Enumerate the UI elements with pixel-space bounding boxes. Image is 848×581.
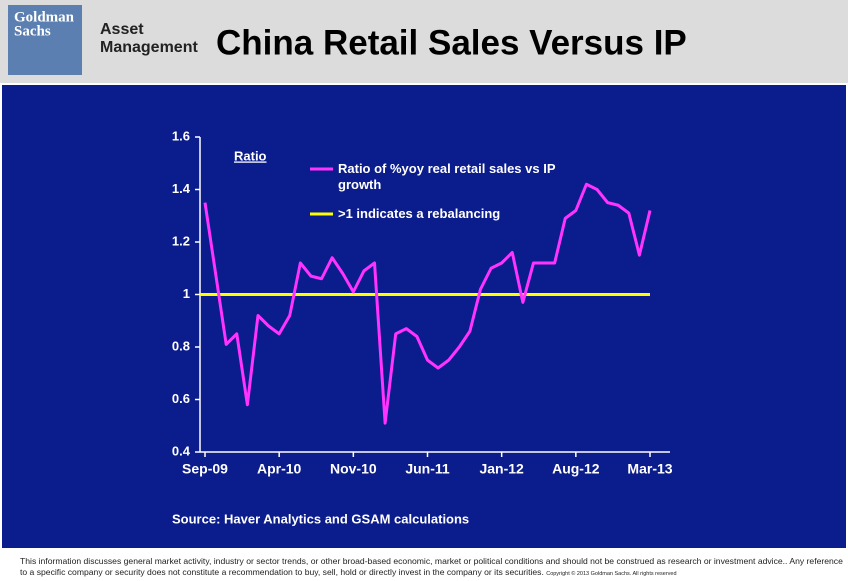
copyright: Copyright © 2013 Goldman Sachs. All righ… — [546, 571, 677, 577]
y-label: Ratio — [234, 148, 267, 163]
disclaimer: This information discusses general marke… — [20, 556, 843, 577]
y-tick-label: 0.8 — [172, 338, 190, 353]
footer: This information discusses general marke… — [20, 556, 846, 580]
y-tick-label: 0.6 — [172, 391, 190, 406]
x-tick-label: Apr-10 — [257, 461, 302, 477]
logo-text: Goldman — [14, 9, 75, 25]
chart-title: China Retail Sales Versus IP — [216, 23, 687, 62]
x-tick-label: Aug-12 — [552, 461, 600, 477]
x-tick-label: Sep-09 — [182, 461, 228, 477]
logo-text: Sachs — [14, 23, 51, 39]
legend-label: Ratio of %yoy real retail sales vs IP gr… — [338, 161, 556, 192]
x-tick-label: Jun-11 — [405, 461, 450, 477]
logo-box — [8, 5, 82, 75]
panel — [2, 85, 846, 548]
y-tick-label: 1.6 — [172, 128, 190, 143]
division: Management — [100, 39, 198, 56]
x-tick-label: Nov-10 — [330, 461, 377, 477]
y-tick-label: 1 — [183, 286, 190, 301]
legend-label: >1 indicates a rebalancing — [338, 206, 501, 221]
y-tick-label: 0.4 — [172, 443, 191, 458]
source: Source: Haver Analytics and GSAM calcula… — [172, 511, 469, 526]
x-tick-label: Jan-12 — [479, 461, 524, 477]
data-line — [203, 182, 652, 425]
division: Asset — [100, 21, 144, 38]
x-tick-label: Mar-13 — [627, 461, 672, 477]
y-tick-label: 1.4 — [172, 181, 191, 196]
y-tick-label: 1.2 — [172, 233, 190, 248]
header-band — [0, 0, 848, 83]
